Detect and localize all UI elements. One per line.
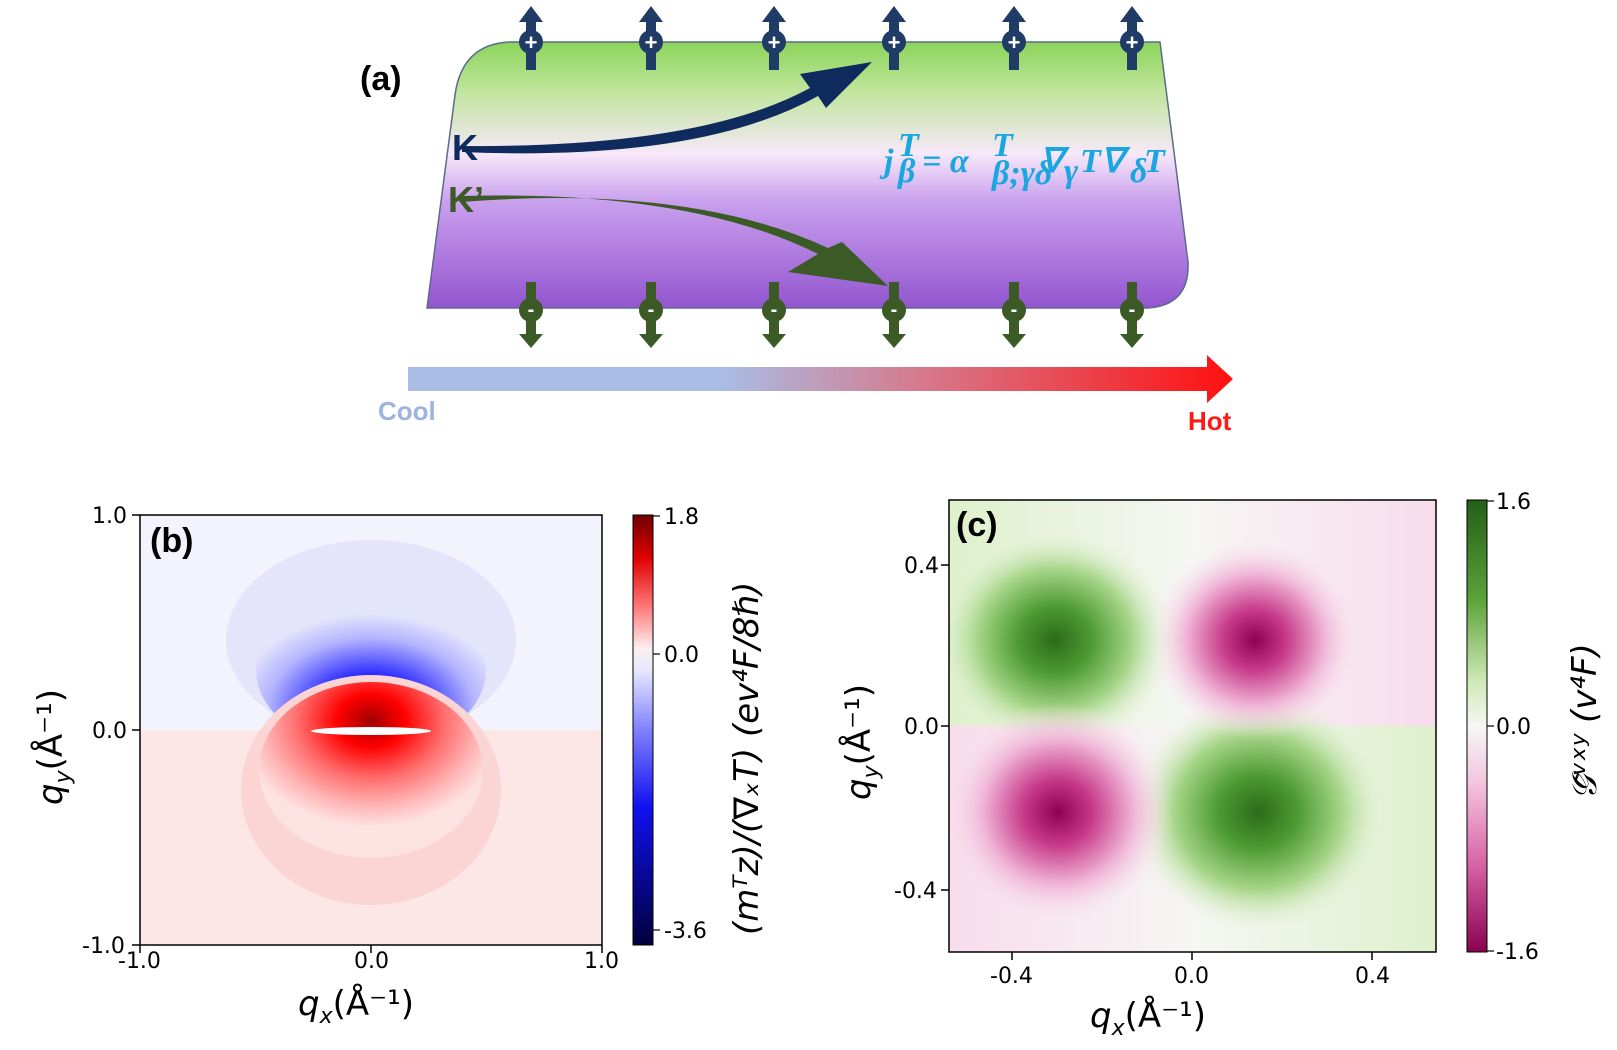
cool-label: Cool: [378, 396, 436, 426]
k-valley-label: K: [452, 127, 478, 168]
k-valley-arrow: [462, 62, 872, 154]
panel-c-xlabel: qx(Å⁻¹): [1090, 995, 1206, 1041]
panel-c-cbar-tick-2: -1.6: [1496, 940, 1539, 965]
k-prime-valley-label: K’: [448, 179, 484, 220]
charge-minus: -: [771, 299, 778, 321]
charge-minus: -: [648, 299, 655, 321]
spin-up-carrier: +: [1120, 6, 1144, 70]
panel-c-label: (c): [956, 506, 998, 544]
bottom-carriers: ------: [519, 282, 1144, 348]
svg-text:T: T: [992, 127, 1014, 164]
svg-text:T: T: [1144, 143, 1166, 180]
top-carriers: + + + + + +: [519, 6, 1144, 70]
charge-plus: +: [888, 30, 901, 55]
charge-plus: +: [525, 30, 538, 55]
panel-b-colorbar: [632, 514, 654, 946]
panel-b-xtick-1: 0.0: [354, 949, 389, 974]
panel-c-xtick-1: 0.0: [1174, 964, 1209, 989]
svg-text:T∇: T∇: [1080, 143, 1131, 180]
spin-up-carrier: +: [519, 6, 543, 70]
panel-c-ylabel: qy(Å⁻¹): [838, 684, 884, 800]
panel-c-cbar-tick-0: 1.6: [1496, 490, 1531, 515]
temperature-gradient-arrow: [408, 355, 1233, 403]
charge-plus: +: [645, 30, 658, 55]
panel-a: (a) K K’ j β T = α β;γδ T ∇ γ T∇ δ T + + +…: [360, 6, 1233, 436]
panel-c-cbar-tick-1: 0.0: [1496, 715, 1531, 740]
spin-down-carrier: -: [882, 282, 906, 348]
charge-minus: -: [528, 299, 535, 321]
spin-down-carrier: -: [639, 282, 663, 348]
panel-c: (c) -0.4 0.0 0.4 0.4 0.0 -0.4 qx(Å⁻¹) qy…: [838, 490, 1605, 1041]
panel-c-colorbar-title: 𝒢̃ᵛˣʸ (v⁴F): [1565, 643, 1605, 800]
panel-b-ytick-0: 1.0: [92, 504, 127, 529]
panel-b: (b) -1.0 0.0 1.0 1.0 0.0 -1.0 qx(Å⁻¹) qy…: [30, 504, 767, 1029]
spin-up-carrier: +: [882, 6, 906, 70]
panel-c-xtick-2: 0.4: [1355, 964, 1390, 989]
charge-plus: +: [768, 30, 781, 55]
svg-text:δ: δ: [1130, 153, 1147, 190]
svg-text:= α: = α: [922, 143, 970, 180]
panel-b-heatmap: [140, 515, 602, 945]
k-prime-valley-arrow: [462, 195, 888, 286]
charge-minus: -: [891, 299, 898, 321]
panel-b-xtick-2: 1.0: [584, 949, 619, 974]
spin-up-carrier: +: [639, 6, 663, 70]
spin-up-carrier: +: [1002, 6, 1026, 70]
panel-b-ytick-2: -1.0: [82, 934, 125, 959]
panel-b-xlabel: qx(Å⁻¹): [298, 983, 414, 1029]
charge-minus: -: [1129, 299, 1136, 321]
panel-b-cbar-tick-2: -3.6: [664, 919, 707, 944]
panel-b-ytick-1: 0.0: [92, 719, 127, 744]
panel-c-xtick-0: -0.4: [990, 964, 1033, 989]
spin-down-carrier: -: [1120, 282, 1144, 348]
panel-a-label: (a): [360, 60, 402, 98]
panel-c-heatmap: [949, 500, 1436, 952]
panel-b-label: (b): [150, 522, 193, 560]
svg-text:T: T: [898, 127, 920, 164]
svg-text:β: β: [896, 153, 916, 190]
charge-plus: +: [1008, 30, 1021, 55]
panel-c-ytick-1: 0.0: [904, 715, 939, 740]
charge-minus: -: [1011, 299, 1018, 321]
spin-up-carrier: +: [762, 6, 786, 70]
panel-c-ytick-2: -0.4: [894, 879, 937, 904]
hot-label: Hot: [1188, 406, 1232, 436]
slab: [426, 41, 1189, 309]
panel-c-ytick-0: 0.4: [904, 554, 939, 579]
spin-down-carrier: -: [519, 282, 543, 348]
svg-text:β;γδ: β;γδ: [990, 155, 1052, 192]
spin-down-carrier: -: [762, 282, 786, 348]
panel-b-cbar-tick-1: 0.0: [664, 643, 699, 668]
svg-text:γ: γ: [1064, 153, 1079, 190]
panel-b-ylabel: qy(Å⁻¹): [30, 689, 76, 805]
panel-b-xtick-0: -1.0: [118, 949, 161, 974]
panel-b-cbar-tick-0: 1.8: [664, 505, 699, 530]
formula: j β T = α β;γδ T ∇ γ T∇ δ T: [879, 127, 1166, 192]
panel-c-colorbar: [1466, 499, 1488, 953]
charge-plus: +: [1126, 30, 1139, 55]
panel-b-colorbar-title: (mᵀz)/(∇ₓT) (ev⁴F/8ℏ): [727, 582, 767, 935]
spin-down-carrier: -: [1002, 282, 1026, 348]
